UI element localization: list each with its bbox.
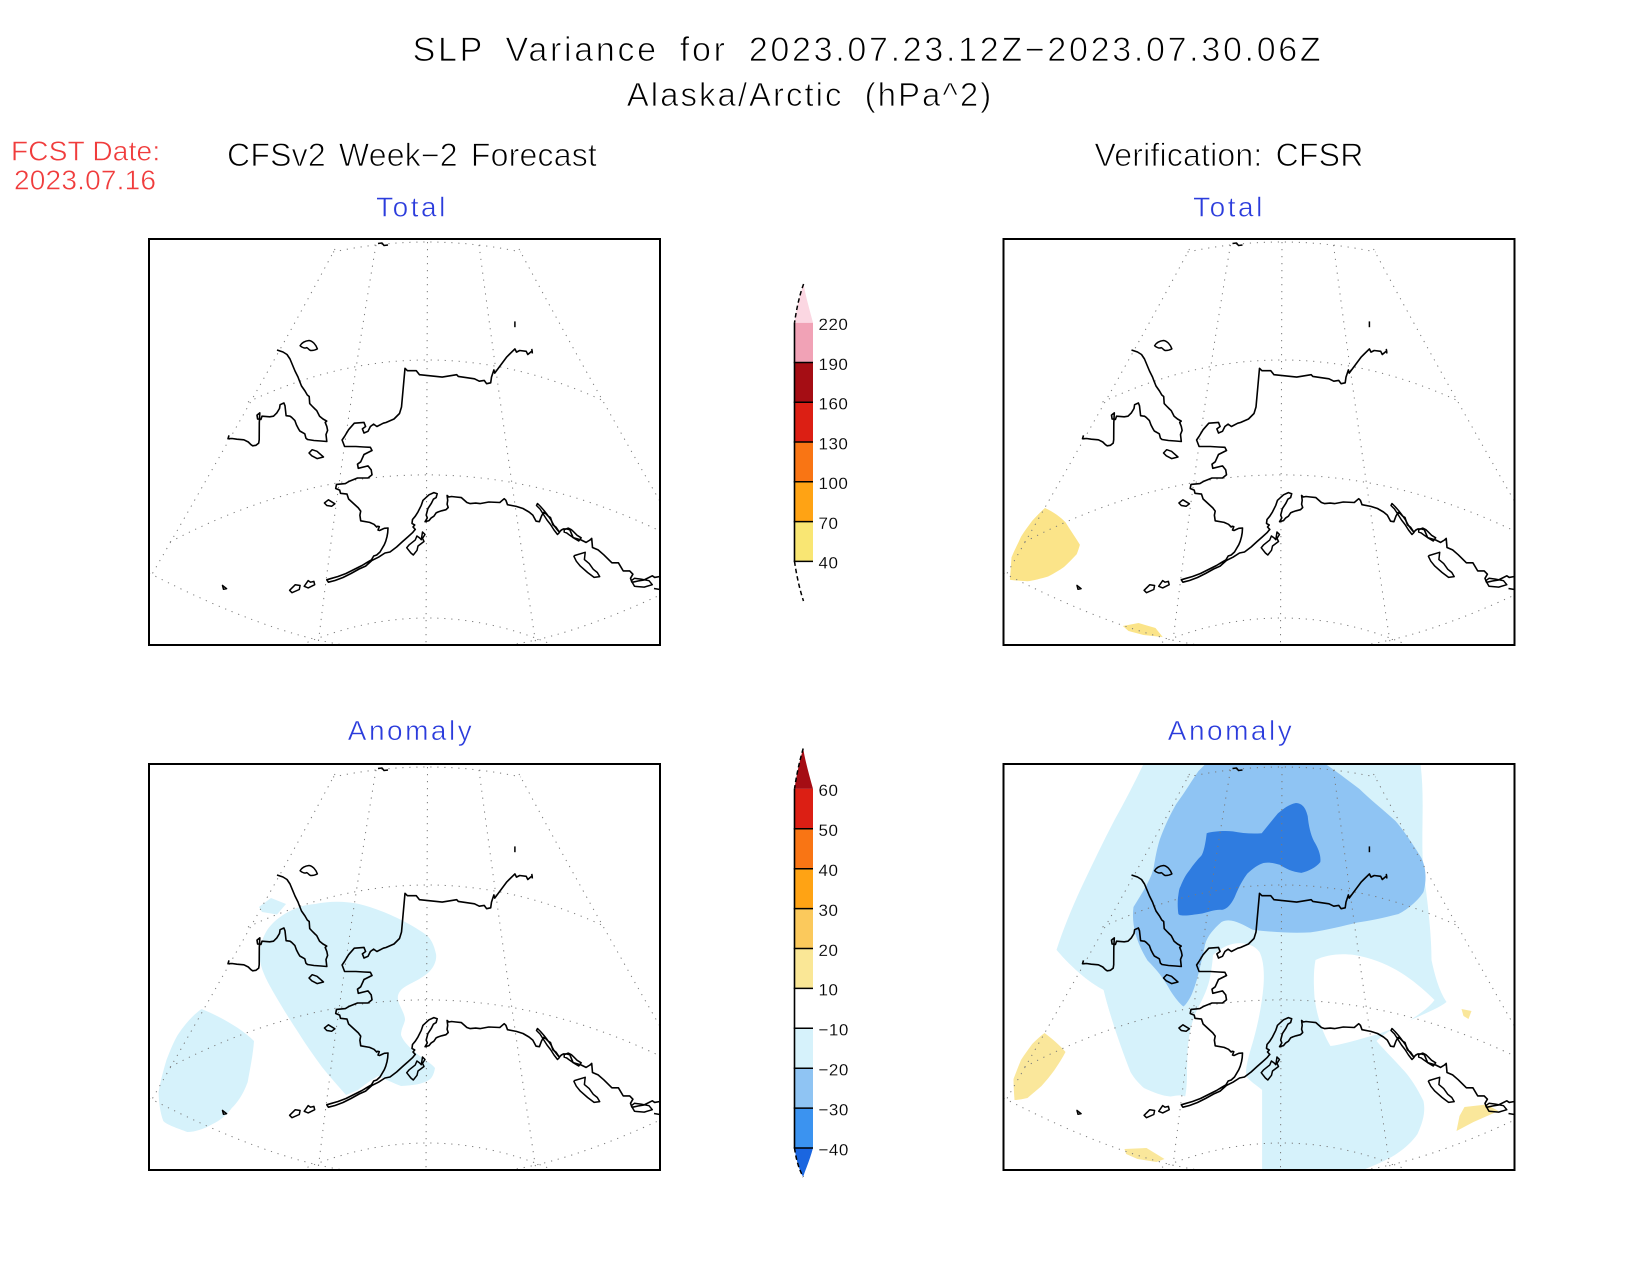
svg-text:60: 60	[819, 781, 839, 800]
svg-text:30: 30	[819, 901, 839, 920]
svg-text:50: 50	[819, 821, 839, 840]
svg-text:Anomaly: Anomaly	[348, 715, 474, 746]
svg-text:CFSv2 Week−2 Forecast: CFSv2 Week−2 Forecast	[227, 137, 597, 173]
svg-text:70: 70	[819, 514, 839, 533]
svg-text:190: 190	[819, 355, 849, 374]
svg-text:−40: −40	[819, 1140, 849, 1159]
svg-text:40: 40	[819, 861, 839, 880]
svg-text:220: 220	[819, 315, 849, 334]
svg-text:−20: −20	[819, 1061, 849, 1080]
svg-text:Verification: CFSR: Verification: CFSR	[1094, 137, 1363, 173]
svg-text:160: 160	[819, 395, 849, 414]
svg-text:−30: −30	[819, 1100, 849, 1119]
svg-text:Anomaly: Anomaly	[1168, 715, 1294, 746]
svg-text:10: 10	[819, 981, 839, 1000]
svg-text:Total: Total	[376, 192, 448, 223]
svg-text:20: 20	[819, 941, 839, 960]
svg-text:130: 130	[819, 434, 849, 453]
svg-text:100: 100	[819, 474, 849, 493]
svg-text:SLP Variance for 2023.07.23.12: SLP Variance for 2023.07.23.12Z−2023.07.…	[413, 31, 1324, 69]
svg-text:FCST Date:: FCST Date:	[11, 136, 160, 167]
svg-text:40: 40	[819, 554, 839, 573]
svg-text:Total: Total	[1193, 192, 1265, 223]
svg-text:Alaska/Arctic (hPa^2): Alaska/Arctic (hPa^2)	[627, 76, 993, 113]
svg-text:2023.07.16: 2023.07.16	[14, 165, 156, 196]
svg-text:−10: −10	[819, 1021, 849, 1040]
